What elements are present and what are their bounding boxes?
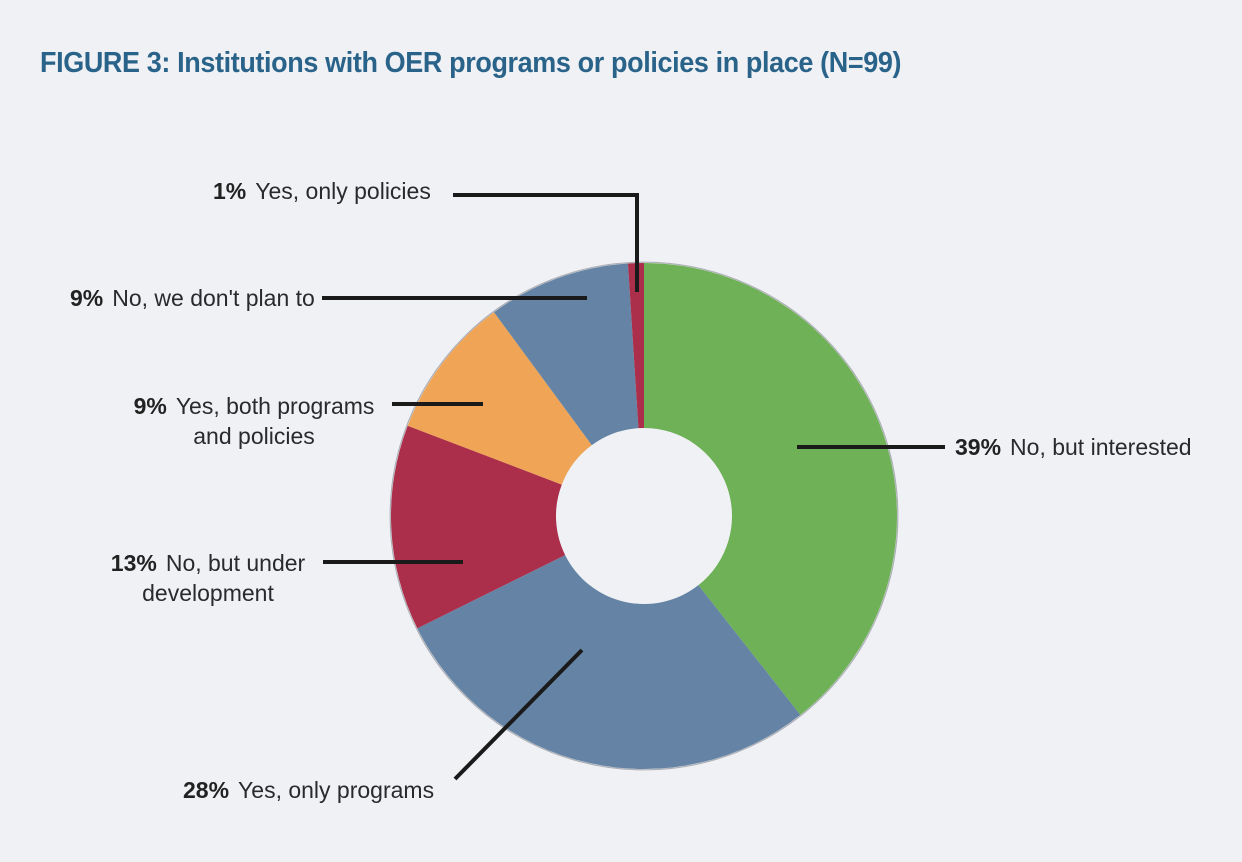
callout-pct: 28% xyxy=(183,777,230,803)
callout-pct: 13% xyxy=(110,550,157,576)
callout-text: and policies xyxy=(193,423,315,449)
callout-text: Yes, both programs xyxy=(175,393,375,419)
callout-text: Yes, only policies xyxy=(255,178,431,204)
callout-yes-both-programs-and-policies: 9% Yes, both programs and policies xyxy=(116,391,392,451)
callout-pct: 39% xyxy=(955,434,1002,460)
slice-no-but-under-development xyxy=(390,425,566,629)
slice-yes-only-policies xyxy=(627,263,644,429)
callout-text: Yes, only programs xyxy=(238,777,435,803)
callout-line2: and policies xyxy=(116,421,392,451)
callout-line2: development xyxy=(100,578,316,608)
callout-text: development xyxy=(142,580,274,606)
slice-yes-only-programs xyxy=(417,555,801,769)
callout-line1: 13% No, but under xyxy=(100,548,316,578)
callout-line1: 9% Yes, both programs xyxy=(116,391,392,421)
callout-yes-only-programs: 28% Yes, only programs xyxy=(183,775,434,805)
slice-no-we-don-t-plan-to xyxy=(493,263,639,446)
callout-pct: 9% xyxy=(70,285,104,311)
callout-text: No, we don't plan to xyxy=(112,285,315,311)
callout-text: No, but under xyxy=(165,550,306,576)
callout-no-but-interested: 39% No, but interested xyxy=(955,432,1192,462)
callout-text: No, but interested xyxy=(1010,434,1192,460)
slice-yes-both-programs-and-policies xyxy=(407,312,592,485)
slice-no-but-interested xyxy=(644,263,897,715)
donut-outer-rim xyxy=(389,261,899,771)
callout-yes-only-policies: 1% Yes, only policies xyxy=(213,176,431,206)
leader-line-yes-only-programs xyxy=(453,648,584,781)
donut-slices xyxy=(390,263,897,769)
figure-title: FIGURE 3: Institutions with OER programs… xyxy=(40,47,902,79)
leader-line-yes-only-policies xyxy=(453,193,639,292)
callout-pct: 1% xyxy=(213,178,247,204)
callout-pct: 9% xyxy=(133,393,167,419)
callout-no-we-dont-plan-to: 9% No, we don't plan to xyxy=(70,283,315,313)
callout-no-but-under-development: 13% No, but under development xyxy=(100,548,316,608)
